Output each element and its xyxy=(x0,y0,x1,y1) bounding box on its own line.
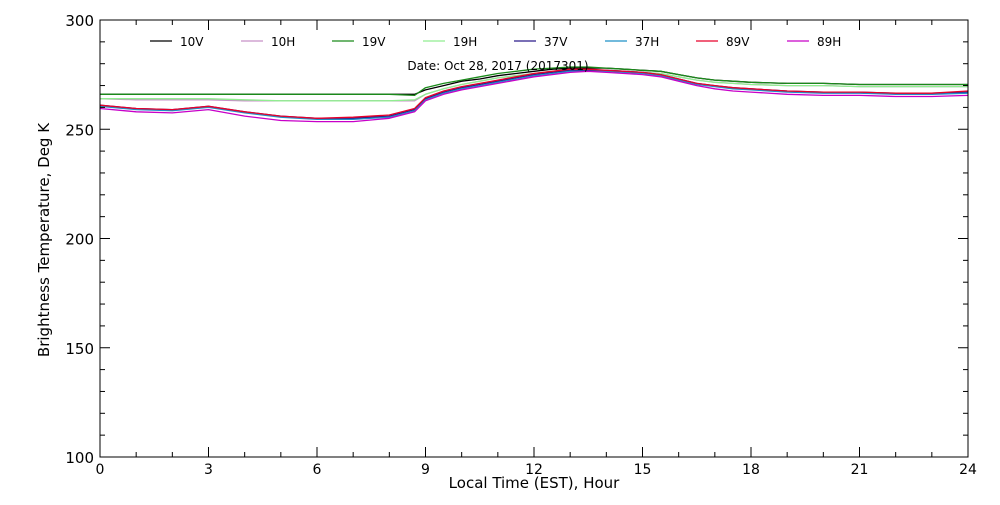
x-tick-label: 21 xyxy=(851,462,869,478)
legend-label: 10V xyxy=(180,35,204,49)
legend-label: 19H xyxy=(453,35,477,49)
legend-label: 19V xyxy=(362,35,386,49)
x-tick-label: 15 xyxy=(634,462,652,478)
x-tick-label: 9 xyxy=(421,462,430,478)
series-line-37h xyxy=(99,70,969,121)
legend-item-19h: 19H xyxy=(423,35,477,49)
series-layer xyxy=(99,66,969,123)
legend-label: 89H xyxy=(817,35,841,49)
series-line-89h xyxy=(99,70,969,123)
y-axis-label: Brightness Temperature, Deg K xyxy=(35,122,53,357)
chart-annotation: Date: Oct 28, 2017 (2017301) xyxy=(407,59,588,73)
legend-item-10h: 10H xyxy=(241,35,295,49)
x-tick-label: 3 xyxy=(204,462,213,478)
legend-item-89h: 89H xyxy=(787,35,841,49)
legend-item-37v: 37V xyxy=(514,35,568,49)
series-line-89v xyxy=(99,68,969,119)
ticks-layer: 0 3 6 9 12 15 18 21 24 100 150 200 250 300 xyxy=(65,12,977,478)
y-tick-label: 250 xyxy=(65,121,94,139)
x-tick-label: 18 xyxy=(742,462,760,478)
series-line-19v xyxy=(100,66,968,97)
legend-item-19v: 19V xyxy=(332,35,386,49)
x-tick-label: 6 xyxy=(313,462,322,478)
y-tick-label: 100 xyxy=(65,449,94,467)
x-tick-label: 0 xyxy=(96,462,105,478)
legend-label: 89V xyxy=(726,35,750,49)
y-tick-label: 150 xyxy=(65,340,94,358)
legend-label: 37H xyxy=(635,35,659,49)
x-tick-label: 24 xyxy=(959,462,977,478)
legend-label: 10H xyxy=(271,35,295,49)
legend-label: 37V xyxy=(544,35,568,49)
y-tick-label: 300 xyxy=(65,12,94,30)
y-tick-label: 200 xyxy=(65,231,94,249)
legend-item-37h: 37H xyxy=(605,35,659,49)
x-axis-label: Local Time (EST), Hour xyxy=(449,474,620,492)
x-tick-label: 12 xyxy=(525,462,543,478)
legend-item-89v: 89V xyxy=(696,35,750,49)
legend-item-10v: 10V xyxy=(150,35,204,49)
legend: 10V 10H 19V 19H 37V 37H 89V 89H xyxy=(150,35,841,49)
